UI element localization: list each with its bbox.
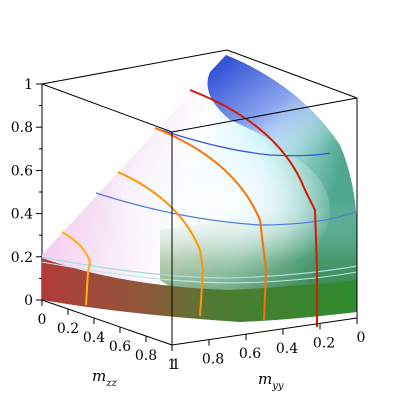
contour-line [117, 171, 205, 317]
x-tick-label: 0.6 [109, 339, 131, 355]
y-axis-label: myy [258, 370, 284, 392]
x-axis: 0 0.20.40.60.8 1 [38, 300, 177, 373]
z-tick-label: 1 [24, 77, 33, 93]
x-axis-label: mzz [92, 367, 118, 389]
x-tick-label: 0 [38, 312, 47, 328]
surface [42, 55, 357, 322]
y-tick-label: 0.8 [202, 352, 224, 368]
x-tick-label: 1 [168, 357, 177, 373]
z-tick-label: 0.8 [11, 120, 33, 136]
bounding-box-front [41, 83, 358, 346]
contour-line [95, 192, 356, 226]
contour-line [189, 89, 318, 327]
x-tick-label: 0.4 [83, 330, 105, 346]
y-tick-label: 1 [172, 357, 181, 373]
contour-lines [41, 89, 358, 327]
y-tick-label: 0 [357, 330, 366, 346]
z-tick-label: 0.6 [11, 163, 33, 179]
x-tick-label: 0.8 [135, 348, 157, 364]
surface-blue-region [207, 55, 356, 205]
contour-line [154, 127, 331, 157]
z-tick-label: 0.2 [11, 250, 33, 266]
contour-line [61, 231, 92, 306]
y-tick-label: 0.4 [276, 341, 298, 357]
y-axis: 1 0.8 0.6 0.4 0.2 0 [171, 318, 366, 373]
z-axis: 0 0.2 0.4 0.6 0.8 1 [11, 77, 42, 309]
surface-lower-shade [160, 200, 357, 300]
y-tick-label: 0.6 [239, 346, 261, 362]
y-tick-label: 0.2 [313, 335, 335, 351]
x-tick-label: 0.2 [57, 321, 79, 337]
z-tick-label: 0.4 [11, 207, 33, 223]
surface-front-band [42, 258, 357, 322]
contour-line [154, 127, 268, 321]
z-tick-label: 0 [24, 293, 33, 309]
